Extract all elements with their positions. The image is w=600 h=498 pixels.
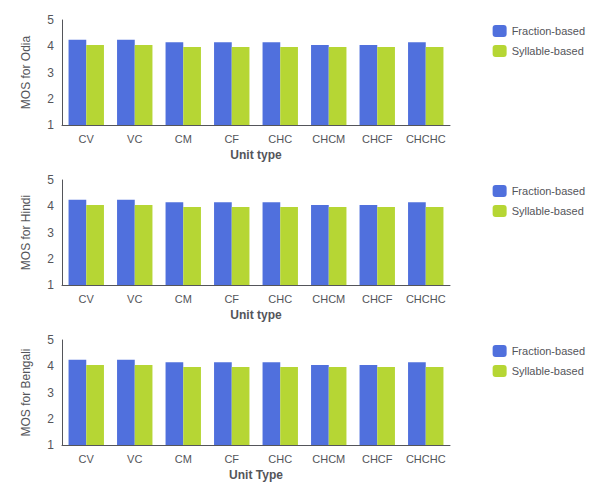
svg-text:Fraction-based: Fraction-based <box>512 185 585 197</box>
svg-text:CM: CM <box>175 293 192 305</box>
svg-text:CF: CF <box>224 133 239 145</box>
svg-text:Unit type: Unit type <box>230 308 282 322</box>
svg-text:5: 5 <box>47 13 54 27</box>
svg-text:1: 1 <box>47 118 54 132</box>
svg-text:Syllable-based: Syllable-based <box>512 365 584 377</box>
svg-text:4: 4 <box>47 199 54 213</box>
svg-text:2: 2 <box>47 412 54 426</box>
svg-text:3: 3 <box>47 226 54 240</box>
svg-text:4: 4 <box>47 39 54 53</box>
svg-text:3: 3 <box>47 386 54 400</box>
svg-text:4: 4 <box>47 359 54 373</box>
svg-text:VC: VC <box>127 133 142 145</box>
svg-text:CF: CF <box>224 293 239 305</box>
svg-text:MOS for Hindi: MOS for Hindi <box>19 195 33 270</box>
svg-text:CHCM: CHCM <box>312 133 345 145</box>
svg-text:CHCHC: CHCHC <box>406 293 446 305</box>
svg-text:CHC: CHC <box>268 453 292 465</box>
svg-text:VC: VC <box>127 293 142 305</box>
svg-text:CF: CF <box>224 453 239 465</box>
svg-text:1: 1 <box>47 438 54 452</box>
svg-text:MOS for Bengali: MOS for Bengali <box>19 348 33 436</box>
svg-text:CV: CV <box>79 453 95 465</box>
svg-text:CM: CM <box>175 453 192 465</box>
svg-text:1: 1 <box>47 278 54 292</box>
svg-text:3: 3 <box>47 66 54 80</box>
svg-text:Unit type: Unit type <box>230 148 282 162</box>
svg-text:5: 5 <box>47 333 54 347</box>
svg-text:Syllable-based: Syllable-based <box>512 205 584 217</box>
svg-text:CHCM: CHCM <box>312 453 345 465</box>
svg-text:Fraction-based: Fraction-based <box>512 25 585 37</box>
svg-text:Syllable-based: Syllable-based <box>512 45 584 57</box>
svg-text:Fraction-based: Fraction-based <box>512 345 585 357</box>
svg-text:CHCF: CHCF <box>362 133 393 145</box>
svg-text:CHC: CHC <box>268 133 292 145</box>
svg-text:CHCHC: CHCHC <box>406 133 446 145</box>
svg-text:CHC: CHC <box>268 293 292 305</box>
svg-text:MOS for Odia: MOS for Odia <box>19 36 33 110</box>
svg-text:CV: CV <box>79 133 95 145</box>
svg-text:2: 2 <box>47 252 54 266</box>
svg-text:CHCM: CHCM <box>312 293 345 305</box>
svg-text:CM: CM <box>175 133 192 145</box>
svg-text:2: 2 <box>47 92 54 106</box>
svg-text:CHCF: CHCF <box>362 453 393 465</box>
svg-text:VC: VC <box>127 453 142 465</box>
svg-text:5: 5 <box>47 173 54 187</box>
svg-text:Unit Type: Unit Type <box>229 468 283 482</box>
svg-text:CV: CV <box>79 293 95 305</box>
svg-text:CHCHC: CHCHC <box>406 453 446 465</box>
svg-text:CHCF: CHCF <box>362 293 393 305</box>
